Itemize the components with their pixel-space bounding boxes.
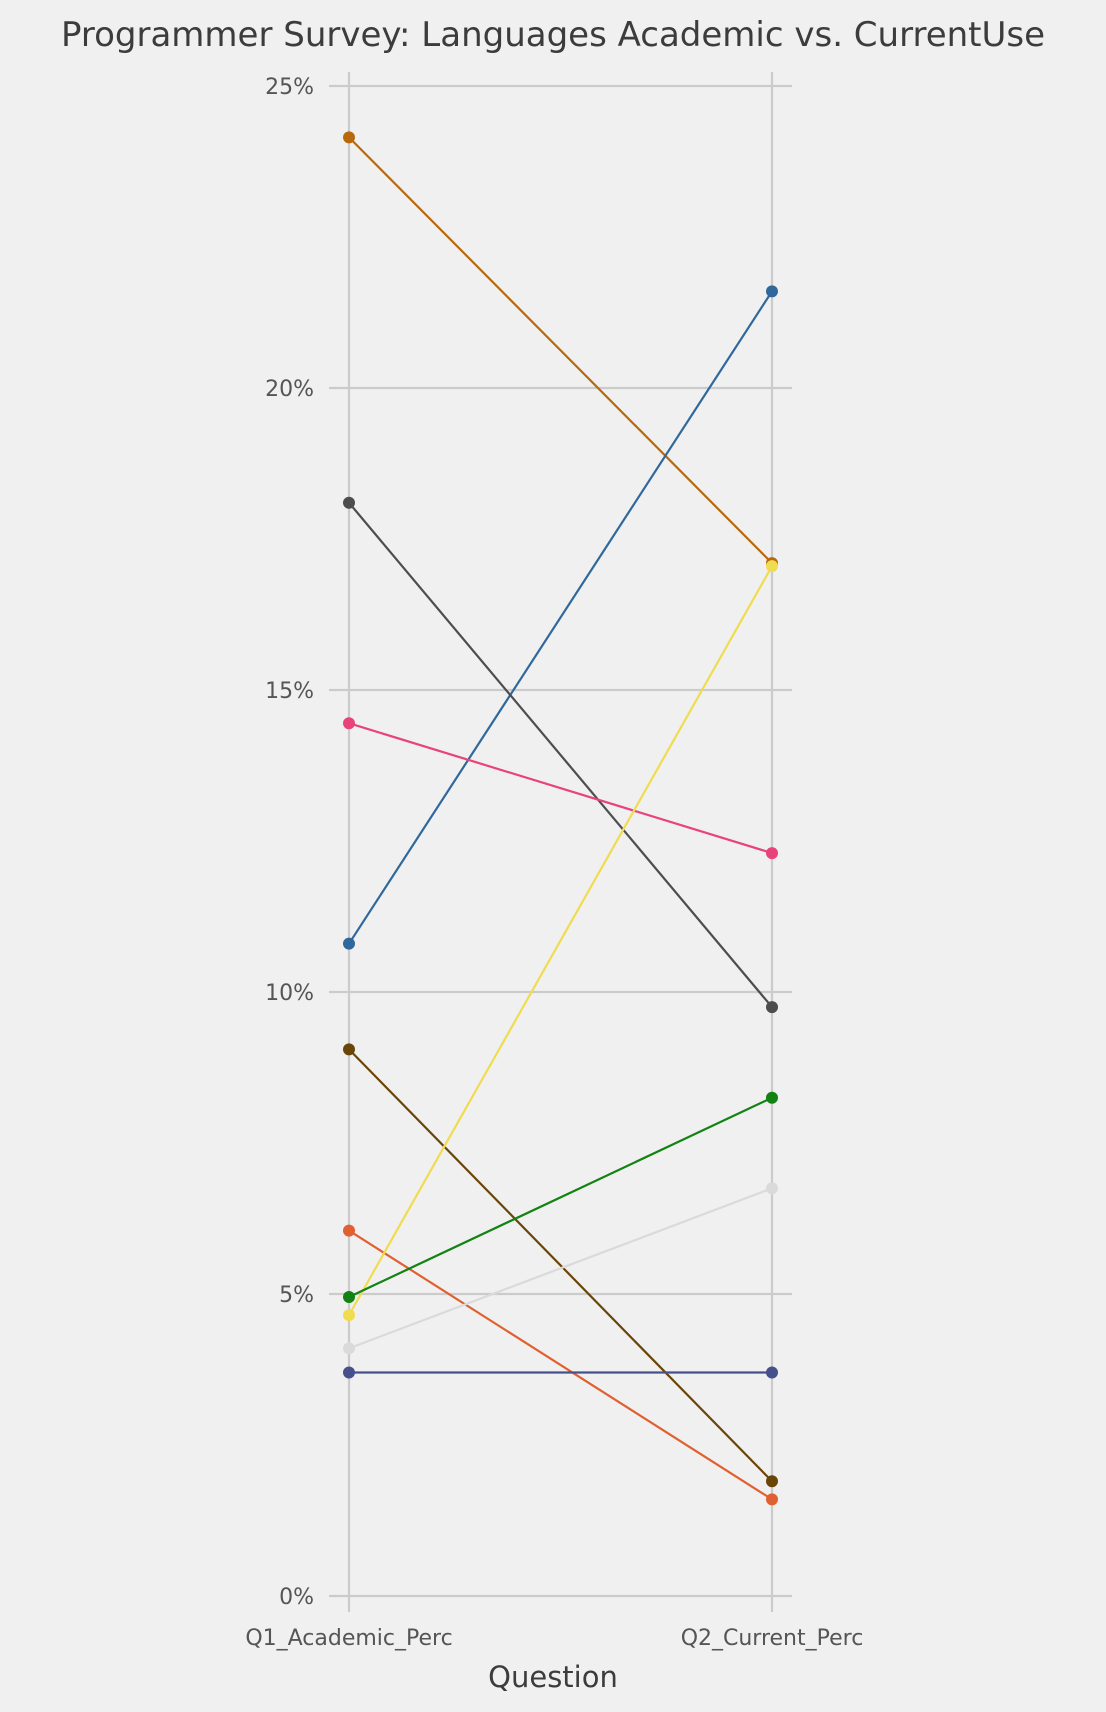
y-tick-label: 10% [265,981,314,1006]
series-line [348,1096,773,1299]
gridlines [329,72,792,1612]
data-point [766,285,778,298]
series-line [348,290,773,945]
series-5 [343,1043,778,1488]
y-tick-label: 20% [265,377,314,402]
y-tick-label: 5% [279,1283,314,1308]
data-point [766,1001,778,1014]
data-point [766,1493,778,1506]
data-point [766,560,778,573]
series-line [348,136,773,564]
series-line [348,722,773,855]
series-9 [343,1182,778,1355]
chart-title: Programmer Survey: Languages Academic vs… [61,15,1045,55]
series-4 [343,717,778,860]
x-tick-label: Q2_Current_Perc [681,1626,864,1651]
series-10 [343,1366,778,1379]
series-3 [343,496,778,1014]
data-point [343,1043,355,1056]
series-lines [343,131,778,1506]
data-point [343,1366,355,1379]
data-point [766,1182,778,1195]
data-point [343,496,355,509]
x-axis-label: Question [488,1660,618,1694]
data-point [343,131,355,144]
series-7 [343,560,778,1322]
series-line [348,1187,773,1350]
data-point [766,1475,778,1488]
series-line [348,1048,773,1483]
series-line [348,502,773,1008]
series-line [348,565,773,1316]
series-8 [343,1091,778,1304]
data-point [343,1342,355,1355]
y-tick-label: 25% [265,75,314,100]
x-axis-ticks: Q1_Academic_Perc Q2_Current_Perc [245,1626,863,1651]
data-point [766,847,778,860]
series-2 [343,285,778,950]
y-tick-label: 0% [279,1585,314,1610]
x-tick-label: Q1_Academic_Perc [245,1626,452,1651]
data-point [766,1091,778,1104]
data-point [343,937,355,950]
data-point [343,1309,355,1322]
y-axis-ticks: 0% 5% 10% 15% 20% 25% [265,75,314,1610]
data-point [766,1366,778,1379]
series-line [348,1229,773,1501]
data-point [343,1291,355,1304]
data-point [343,1224,355,1237]
y-tick-label: 15% [265,679,314,704]
series-6 [343,1224,778,1506]
data-point [343,717,355,730]
